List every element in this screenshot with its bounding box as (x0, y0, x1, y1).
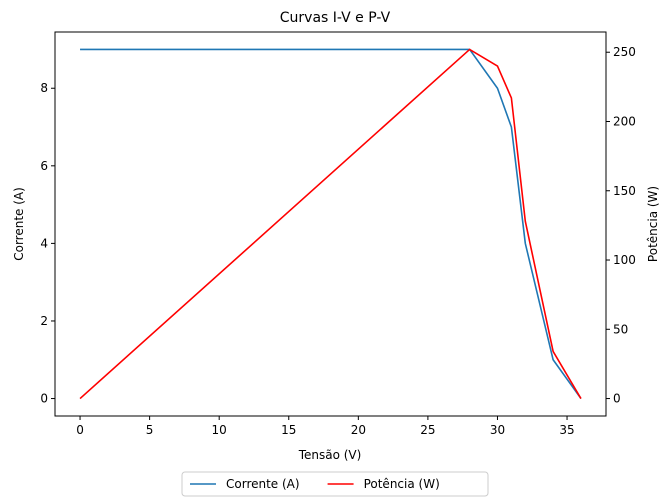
y2-tick-label: 50 (613, 322, 628, 336)
x-tick-label: 25 (420, 423, 435, 437)
y2-tick-label: 0 (613, 392, 621, 406)
legend-label: Potência (W) (364, 477, 440, 491)
x-tick-label: 30 (490, 423, 505, 437)
plot-frame (54, 31, 607, 417)
series-line (79, 48, 582, 400)
x-tick-label: 15 (281, 423, 296, 437)
y-tick-label: 4 (40, 236, 48, 250)
y2-tick-label: 150 (613, 184, 636, 198)
x-tick-label: 5 (146, 423, 154, 437)
legend-label: Corrente (A) (226, 477, 300, 491)
x-tick-label: 20 (351, 423, 366, 437)
y-axis-label: Corrente (A) (12, 187, 26, 261)
y2-axis-label: Potência (W) (646, 186, 660, 262)
series-line (80, 48, 582, 400)
x-axis-label: Tensão (V) (298, 448, 362, 462)
y-tick-label: 6 (40, 159, 48, 173)
y-tick-label: 2 (40, 314, 48, 328)
x-tick-label: 10 (212, 423, 227, 437)
y-tick-label: 8 (40, 81, 48, 95)
y-tick-label: 0 (40, 392, 48, 406)
y2-tick-label: 250 (613, 45, 636, 59)
chart-title: Curvas I-V e P-V (280, 10, 391, 26)
y2-tick-label: 100 (613, 253, 636, 267)
x-tick-label: 0 (76, 423, 84, 437)
y2-tick-label: 200 (613, 114, 636, 128)
x-tick-label: 35 (559, 423, 574, 437)
